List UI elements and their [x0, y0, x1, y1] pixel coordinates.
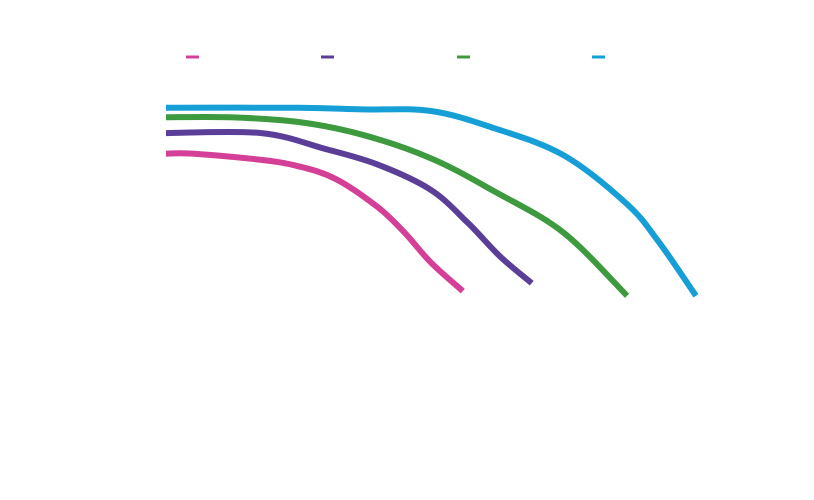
- plot-area: [165, 104, 699, 298]
- series-line-1: [165, 150, 465, 294]
- series-line-4: [165, 104, 699, 298]
- series-line-2: [165, 128, 534, 286]
- series-line-3: [165, 113, 630, 298]
